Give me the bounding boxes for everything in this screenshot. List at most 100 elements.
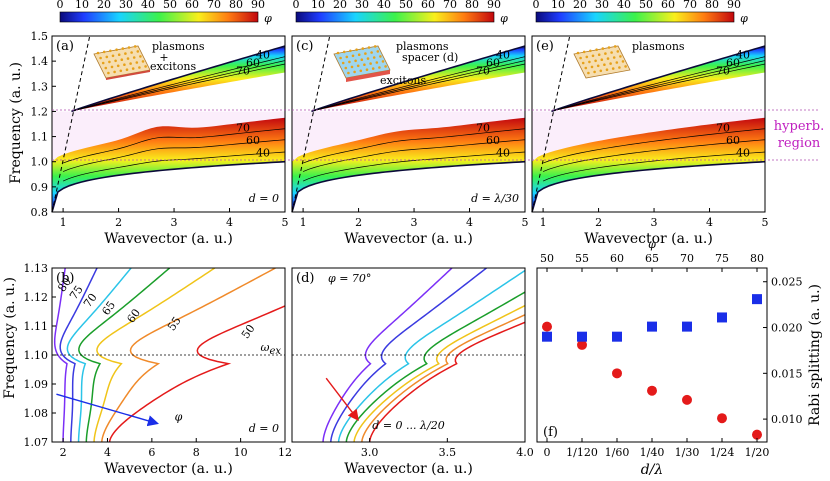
upper-contour-label: 40 [256, 49, 270, 62]
inset-nanoparticle [364, 52, 367, 55]
inset-nanoparticle [107, 71, 110, 75]
phi-arrow-label: φ [175, 410, 183, 423]
x-tick-label: 4 [226, 216, 233, 229]
colorbar-tick-label: 10 [551, 0, 565, 11]
colorbar-tick-label: 30 [595, 0, 609, 11]
lower-contour [542, 151, 766, 182]
inset-nanoparticle [355, 48, 358, 51]
inset-nanoparticle [599, 69, 603, 73]
lower-contour-label: 40 [496, 147, 510, 160]
inset-nanoparticle [600, 58, 604, 61]
data-point-circle [647, 385, 657, 396]
y-tick-label: 1.12 [24, 291, 49, 304]
x-tick-label: 3.0 [361, 446, 379, 459]
inset-nanoparticle [344, 66, 348, 70]
inset-nanoparticle [595, 48, 598, 51]
x-axis-label: d/λ [641, 462, 664, 478]
top-axis-label: φ [648, 238, 656, 251]
colorbar-tick-label: 0 [293, 0, 300, 11]
inset-nanoparticle [579, 56, 582, 60]
panel-d: d = 0 ... λ/20 3.0 3.5 4.0 Wavevector (a. u.… [291, 267, 534, 477]
panel-label: (c) [296, 39, 313, 54]
panel-label: (d) [296, 271, 314, 286]
lower-contour-label: 70 [476, 122, 490, 135]
lower-contour [542, 128, 766, 164]
y-tick-label: 1.09 [24, 378, 49, 391]
inset-nanoparticle [96, 51, 100, 55]
inset-nanoparticle [585, 55, 589, 59]
d-arrow [325, 377, 359, 422]
x-tick-label: 8 [193, 446, 200, 459]
inset-nanoparticle [576, 51, 580, 55]
inset-nanoparticle [615, 61, 619, 64]
x-tick-label: 10 [234, 446, 248, 459]
lower-band-edge [51, 160, 286, 213]
inset-nanoparticle [621, 60, 625, 63]
x-tick-label: 1 [300, 216, 307, 229]
inset-nanoparticle [369, 62, 372, 65]
data-point-circle [612, 368, 622, 379]
upper-contour [314, 60, 526, 111]
inset-nanoparticle [141, 60, 145, 63]
top-tick-label: 70 [680, 252, 694, 265]
inset-nanoparticle [108, 60, 111, 64]
x-axis-label: Wavevector (a. u.) [584, 231, 713, 247]
ylabel-top: Frequency (a. u.) [8, 62, 24, 184]
inset-nanoparticle [365, 68, 369, 71]
inset-nanoparticle [127, 46, 131, 49]
colorbar-tick-label: 90 [727, 0, 741, 11]
x-tick-label: 1 [60, 216, 67, 229]
y-tick-label: 1.3 [31, 80, 49, 93]
inset-sketch: plasmons+excitons [93, 40, 205, 80]
panel-label: (b) [56, 271, 74, 286]
y-tick-label: 0.9 [31, 181, 49, 194]
inset-label: excitons [380, 74, 427, 87]
inset-nanoparticle [607, 46, 611, 49]
x-tick-label: 1 [540, 216, 547, 229]
ylabel-bottom: Frequency (a. u.) [2, 277, 18, 399]
axes-frame [51, 35, 286, 213]
inset-nanoparticle [581, 61, 585, 65]
inset-sketch: plasmons [573, 40, 685, 79]
colorbar-tick-label: 30 [119, 0, 133, 11]
inset-nanoparticle [116, 64, 120, 68]
x-tick-label: 4 [706, 216, 713, 229]
colorbar-tick-label: 90 [487, 0, 501, 11]
inset-nanoparticle [102, 50, 106, 54]
inset-nanoparticle [616, 50, 620, 53]
colorbar-tick-label: 70 [683, 0, 697, 11]
x-tick-label: 5 [522, 216, 529, 229]
panel-annotation: d = 0 [249, 422, 279, 435]
panel-label: (e) [536, 39, 554, 54]
lower-contour-label: 60 [246, 134, 260, 147]
inset-nanoparticle [367, 46, 371, 49]
inset-nanoparticle [339, 56, 342, 60]
series-line-75 [59, 268, 98, 442]
inset-nanoparticle [610, 51, 613, 54]
panel-f: 0 1/120 1/60 1/40 1/30 1/24 1/20 50 55 60 65 70 75 80… [536, 238, 823, 478]
region-label-1: hyperb. [774, 119, 824, 134]
colorbar-tick-label: 20 [333, 0, 347, 11]
x-tick-label: 1/120 [566, 446, 598, 459]
y-tick-label: 1.11 [24, 320, 49, 333]
inset-nanoparticle [99, 56, 102, 60]
inset-nanoparticle [582, 50, 586, 54]
lower-band-edge [291, 160, 526, 213]
colorbar-gradient [59, 11, 259, 23]
lower-contour [302, 128, 526, 164]
region-label-2: region [778, 136, 821, 151]
top-tick-label: 60 [610, 252, 624, 265]
inset-nanoparticle [105, 55, 109, 59]
colorbar-symbol: φ [264, 12, 272, 25]
upper-contour [74, 63, 286, 112]
inset-nanoparticle [353, 70, 356, 74]
series-line-d4 [353, 304, 525, 442]
inset-label: spacer (d) [402, 51, 458, 64]
inset-nanoparticle [354, 59, 357, 63]
lower-band [532, 117, 765, 212]
lower-band [52, 117, 285, 212]
colorbar-tick-label: 60 [185, 0, 199, 11]
axes-frame [291, 267, 526, 443]
upper-contour [314, 63, 526, 112]
